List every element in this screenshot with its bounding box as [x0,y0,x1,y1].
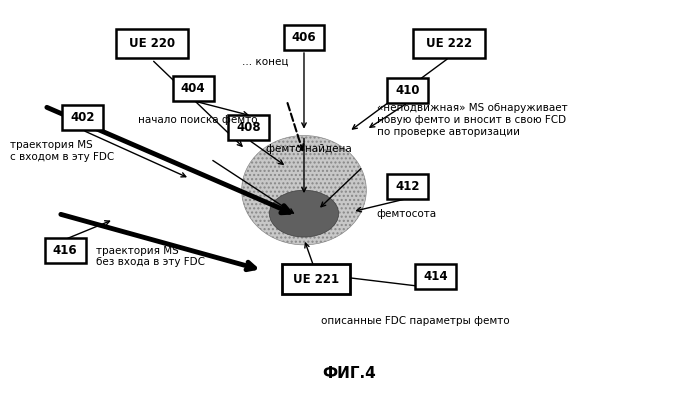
Text: 410: 410 [396,84,420,97]
FancyBboxPatch shape [62,105,103,130]
Text: «неподвижная» MS обнаруживает
новую фемто и вносит в свою FCD
по проверке автори: «неподвижная» MS обнаруживает новую фемт… [377,103,567,137]
Ellipse shape [269,190,339,237]
FancyBboxPatch shape [413,29,485,58]
Text: траектория MS
с входом в эту FDC: траектория MS с входом в эту FDC [10,140,114,162]
Text: 414: 414 [423,270,448,283]
Text: описанные FDC параметры фемто: описанные FDC параметры фемто [321,316,510,326]
Text: UE 222: UE 222 [426,37,473,50]
FancyBboxPatch shape [415,264,456,289]
Ellipse shape [242,135,366,245]
Text: 412: 412 [396,180,420,193]
Text: 416: 416 [53,244,77,257]
Text: траектория MS
без входа в эту FDC: траектория MS без входа в эту FDC [96,246,205,267]
FancyBboxPatch shape [228,115,269,140]
Text: UE 220: UE 220 [128,37,174,50]
FancyBboxPatch shape [116,29,188,58]
FancyBboxPatch shape [282,264,350,295]
Text: UE 221: UE 221 [293,272,339,286]
Text: ФИГ.4: ФИГ.4 [322,366,376,381]
Text: 406: 406 [292,31,316,44]
FancyBboxPatch shape [45,238,86,263]
Text: начало поиска фемто: начало поиска фемто [138,115,258,125]
Text: 402: 402 [70,111,95,124]
Text: фемтосота: фемтосота [377,209,437,219]
Text: 404: 404 [181,82,205,95]
Text: 408: 408 [237,121,261,134]
FancyBboxPatch shape [387,174,429,199]
FancyBboxPatch shape [283,25,325,50]
FancyBboxPatch shape [387,78,429,103]
Text: ... конец: ... конец [242,56,288,67]
FancyBboxPatch shape [173,76,214,101]
Text: фемто найдена: фемто найдена [266,144,352,154]
